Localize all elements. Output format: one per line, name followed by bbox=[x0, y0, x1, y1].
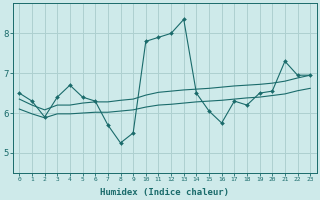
X-axis label: Humidex (Indice chaleur): Humidex (Indice chaleur) bbox=[100, 188, 229, 197]
